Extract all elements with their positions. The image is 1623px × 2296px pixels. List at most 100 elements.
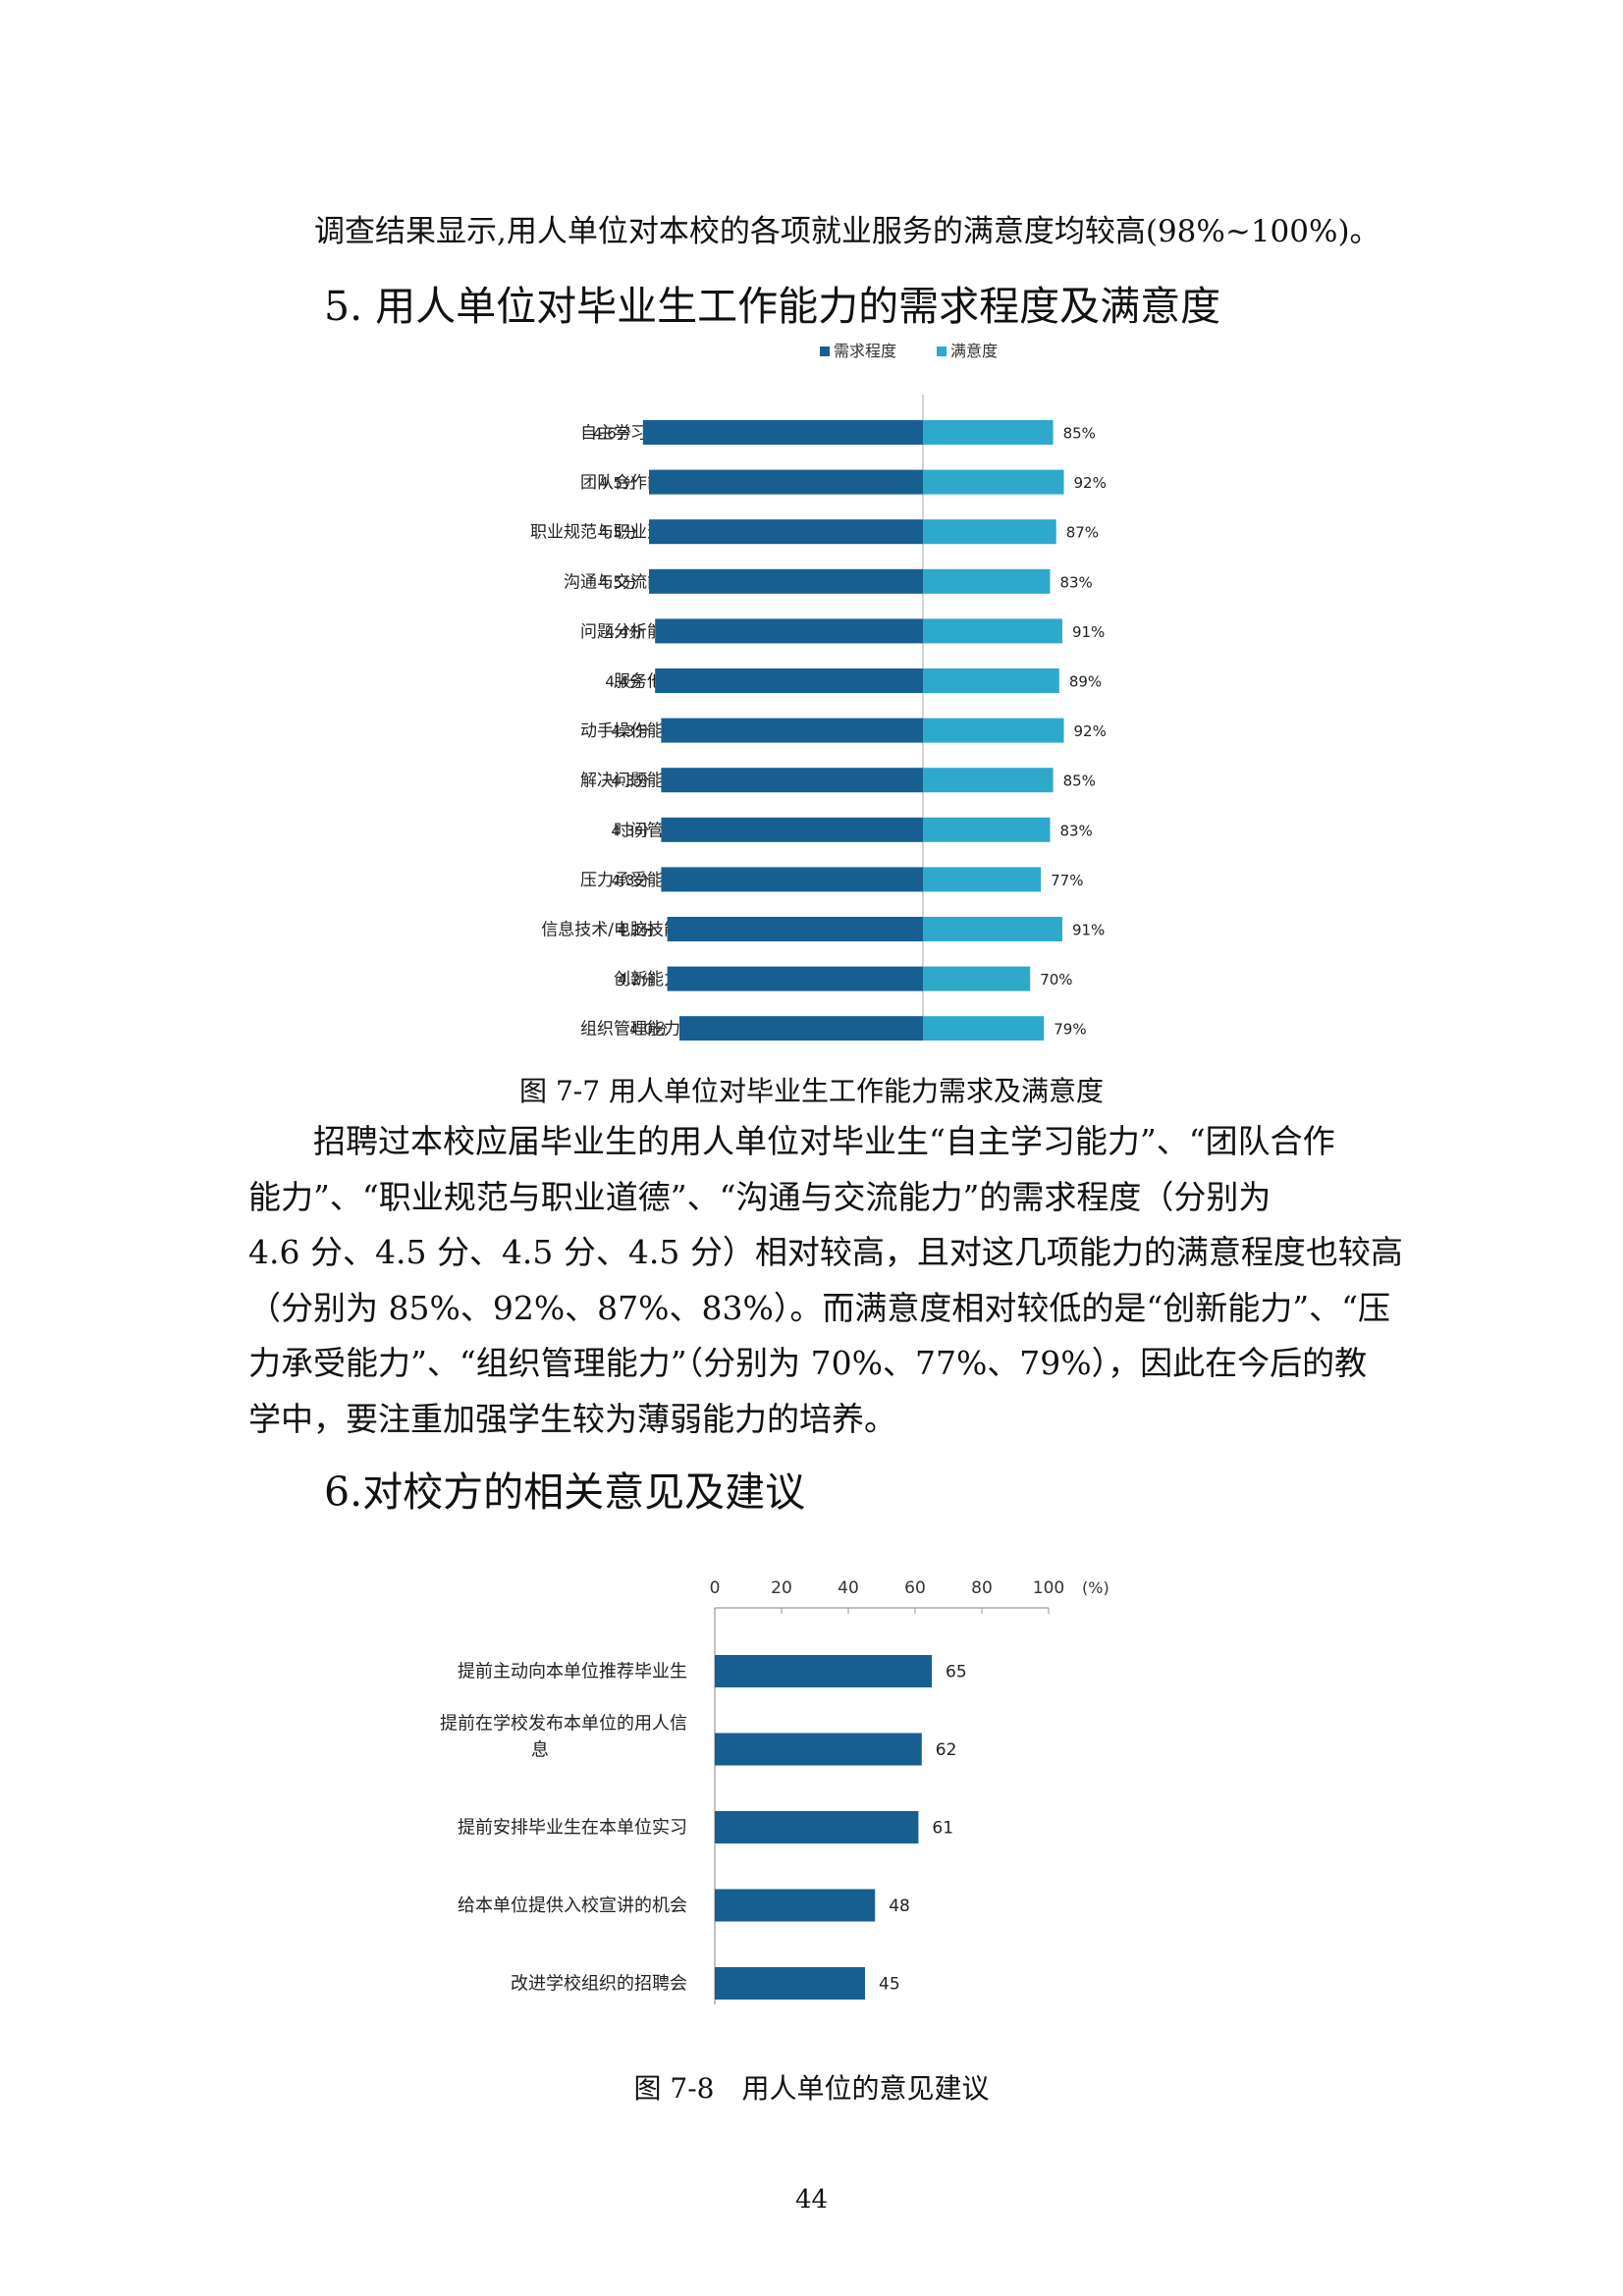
demand-value-label: 4.5分 <box>599 573 637 591</box>
x-tick-label: 80 <box>971 1578 993 1598</box>
category-label: 组织管理能力 <box>580 1020 680 1040</box>
satisfaction-value-label: 89% <box>1069 673 1102 691</box>
suggestion-bar <box>715 1967 865 2000</box>
x-tick-label: 60 <box>904 1578 926 1598</box>
satisfaction-value-label: 92% <box>1074 474 1107 492</box>
paragraph-line: 4.6 分、4.5 分、4.5 分、4.5 分）相对较高，且对这几项能力的满意程… <box>248 1233 1403 1271</box>
satisfaction-value-label: 70% <box>1040 971 1072 988</box>
suggestion-category-label: 改进学校组织的招聘会 <box>511 1974 687 1995</box>
intro-paragraph: 调查结果显示,用人单位对本校的各项就业服务的满意度均较高(98%~100%)。 <box>314 214 1380 249</box>
legend-swatch-demand <box>820 347 830 356</box>
satisfaction-bar <box>923 867 1042 892</box>
satisfaction-bar <box>923 469 1064 495</box>
satisfaction-bar <box>923 618 1062 644</box>
suggestion-category-label: 提前主动向本单位推荐毕业生 <box>458 1662 687 1682</box>
suggestion-bar <box>715 1889 876 1922</box>
paragraph-line: 学中，要注重加强学生较为薄弱能力的培养。 <box>248 1399 896 1438</box>
satisfaction-bar <box>923 966 1031 991</box>
suggestion-bar <box>715 1733 922 1766</box>
section6-heading: 6.对校方的相关意见及建议 <box>324 1468 806 1516</box>
demand-bar <box>661 867 923 892</box>
category-label: 创新能力 <box>614 970 680 989</box>
demand-bar <box>667 917 923 941</box>
satisfaction-value-label: 85% <box>1063 773 1096 790</box>
demand-bar <box>642 420 923 445</box>
satisfaction-bar <box>923 817 1051 842</box>
body-paragraph: 招聘过本校应届毕业生的用人单位对毕业生“自主学习能力”、“团队合作 能力”、“职… <box>248 1114 1407 1447</box>
demand-value-label: 4.4分 <box>605 623 643 641</box>
satisfaction-value-label: 92% <box>1074 722 1107 740</box>
demand-bar <box>661 768 923 793</box>
satisfaction-value-label: 79% <box>1054 1021 1086 1039</box>
demand-value-label: 4.2分 <box>618 922 656 939</box>
legend-label-demand: 需求程度 <box>834 342 896 360</box>
suggestion-bar <box>715 1655 932 1687</box>
legend-swatch-satisfaction <box>937 347 947 356</box>
suggestion-value-label: 61 <box>932 1819 953 1839</box>
demand-bar <box>661 817 923 842</box>
legend-label-satisfaction: 满意度 <box>950 342 998 360</box>
demand-value-label: 4.3分 <box>612 722 650 740</box>
satisfaction-bar <box>923 519 1056 545</box>
demand-bar <box>655 618 923 644</box>
page-number: 44 <box>794 2185 829 2215</box>
demand-value-label: 4.5分 <box>599 524 637 542</box>
section5-heading: 5. 用人单位对毕业生工作能力的需求程度及满意度 <box>324 283 1221 330</box>
demand-value-label: 4.3分 <box>612 773 650 790</box>
paragraph-line: 力承受能力”、“组织管理能力”（分别为 70%、77%、79%），因此在今后的教 <box>248 1344 1368 1382</box>
category-label: 解决问题能力 <box>580 772 680 791</box>
demand-bar <box>655 668 923 693</box>
demand-value-label: 4.6分 <box>593 425 631 443</box>
satisfaction-bar <box>923 917 1062 941</box>
demand-bar <box>649 469 923 495</box>
demand-bar <box>649 568 923 594</box>
satisfaction-bar <box>923 768 1054 793</box>
x-tick-label: 0 <box>710 1578 721 1598</box>
satisfaction-bar <box>923 668 1059 693</box>
demand-bar <box>649 519 923 545</box>
satisfaction-value-label: 91% <box>1072 623 1105 641</box>
suggestion-value-label: 62 <box>936 1740 957 1760</box>
suggestion-category-label: 息 <box>531 1740 549 1761</box>
demand-value-label: 4.4分 <box>605 673 643 691</box>
paragraph-line: （分别为 85%、92%、87%、83%）。而满意度相对较低的是“创新能力”、“… <box>248 1288 1390 1327</box>
demand-value-label: 4.3分 <box>612 822 650 839</box>
x-tick-label: 100 <box>1033 1578 1064 1598</box>
suggestion-category-label: 提前安排毕业生在本单位实习 <box>458 1818 687 1839</box>
suggestion-category-label: 给本单位提供入校宣讲的机会 <box>458 1896 687 1916</box>
demand-value-label: 4.2分 <box>618 971 656 988</box>
satisfaction-bar <box>923 420 1054 445</box>
demand-value-label: 4.0分 <box>629 1021 668 1039</box>
figure7-7-caption: 图 7-7 用人单位对毕业生工作能力需求及满意度 <box>519 1075 1104 1107</box>
category-label: 动手操作能力 <box>580 721 680 741</box>
x-tick-label: 40 <box>838 1578 859 1598</box>
satisfaction-value-label: 83% <box>1059 822 1092 839</box>
paragraph-line: 招聘过本校应届毕业生的用人单位对毕业生“自主学习能力”、“团队合作 <box>313 1122 1335 1160</box>
demand-bar <box>679 1016 923 1041</box>
demand-value-label: 4.5分 <box>599 474 637 492</box>
suggestion-value-label: 65 <box>946 1663 967 1682</box>
satisfaction-value-label: 87% <box>1066 524 1099 542</box>
demand-value-label: 4.3分 <box>612 872 650 889</box>
suggestion-value-label: 45 <box>879 1975 900 1995</box>
category-label: 职业规范与职业道德 <box>530 523 680 543</box>
x-tick-label: 20 <box>771 1578 792 1598</box>
satisfaction-value-label: 91% <box>1072 922 1105 939</box>
suggestion-value-label: 48 <box>889 1896 910 1916</box>
employer-suggestions-chart: 0 20 40 60 80 100 (%) 65 提前主动向本单位推荐毕业生 62 提前在学校发布本… <box>440 1578 1109 2004</box>
demand-bar <box>661 718 923 743</box>
paragraph-line: 能力”、“职业规范与职业道德”、“沟通与交流能力”的需求程度（分别为 <box>248 1177 1271 1216</box>
satisfaction-value-label: 83% <box>1059 573 1092 591</box>
category-label: 信息技术/电脑技能 <box>541 921 680 940</box>
suggestion-bar <box>715 1811 919 1843</box>
satisfaction-value-label: 77% <box>1051 872 1083 889</box>
satisfaction-bar <box>923 568 1051 594</box>
figure7-8-caption: 图 7-8 用人单位的意见建议 <box>633 2072 990 2105</box>
demand-bar <box>667 966 923 991</box>
suggestion-category-label: 提前在学校发布本单位的用人信 <box>440 1714 687 1735</box>
satisfaction-bar <box>923 718 1064 743</box>
satisfaction-value-label: 85% <box>1063 425 1096 443</box>
category-label: 压力承受能力 <box>580 871 680 890</box>
x-unit-label: (%) <box>1082 1578 1109 1597</box>
